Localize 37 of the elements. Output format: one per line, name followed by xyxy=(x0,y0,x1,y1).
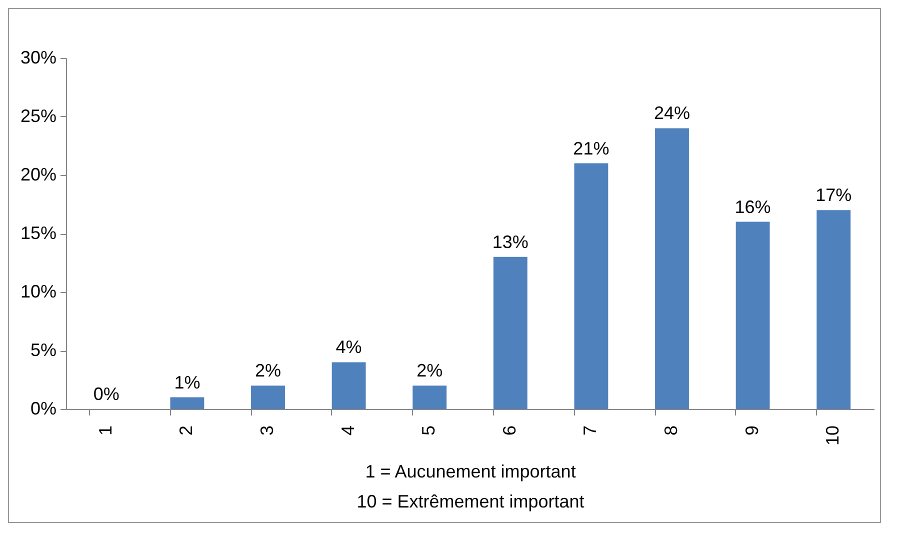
bar xyxy=(170,397,204,409)
x-axis-title: 1 = Aucunement important 10 = Extrêmement important xyxy=(356,462,584,512)
y-tick-label: 10% xyxy=(20,282,56,302)
y-tick-label: 25% xyxy=(20,106,56,126)
data-label: 1% xyxy=(174,372,200,392)
data-label: 4% xyxy=(336,337,362,358)
x-tick-label: 4 xyxy=(338,426,358,436)
x-tick-label: 5 xyxy=(418,426,439,436)
x-tick-label: 2 xyxy=(176,426,196,436)
data-label: 13% xyxy=(492,232,528,252)
data-label: 24% xyxy=(654,103,690,124)
bar xyxy=(251,386,285,409)
x-tick-label: 6 xyxy=(499,426,520,436)
y-tick-label: 20% xyxy=(20,164,56,184)
data-label: 0% xyxy=(93,384,120,404)
bar xyxy=(493,256,528,409)
x-tick-label: 7 xyxy=(580,426,600,436)
data-label: 2% xyxy=(254,360,282,381)
x-tick-label: 9 xyxy=(742,426,762,436)
data-label: 21% xyxy=(573,138,610,158)
bar xyxy=(655,128,689,409)
data-label: 17% xyxy=(816,185,852,206)
y-tick-label: 30% xyxy=(20,48,56,68)
y-tick-label: 0% xyxy=(30,398,56,418)
bar xyxy=(574,163,608,409)
data-label: 16% xyxy=(734,196,771,217)
bar xyxy=(332,362,366,409)
x-tick-label: 3 xyxy=(257,426,277,436)
data-label: 2% xyxy=(416,360,443,381)
y-tick-label: 5% xyxy=(30,340,56,360)
bar xyxy=(412,386,447,409)
bar xyxy=(816,210,851,409)
x-tick-label: 10 xyxy=(822,426,843,446)
y-tick-label: 15% xyxy=(20,223,56,243)
x-tick-label: 1 xyxy=(95,426,116,436)
bar xyxy=(736,222,770,409)
x-tick-label: 8 xyxy=(661,426,681,436)
